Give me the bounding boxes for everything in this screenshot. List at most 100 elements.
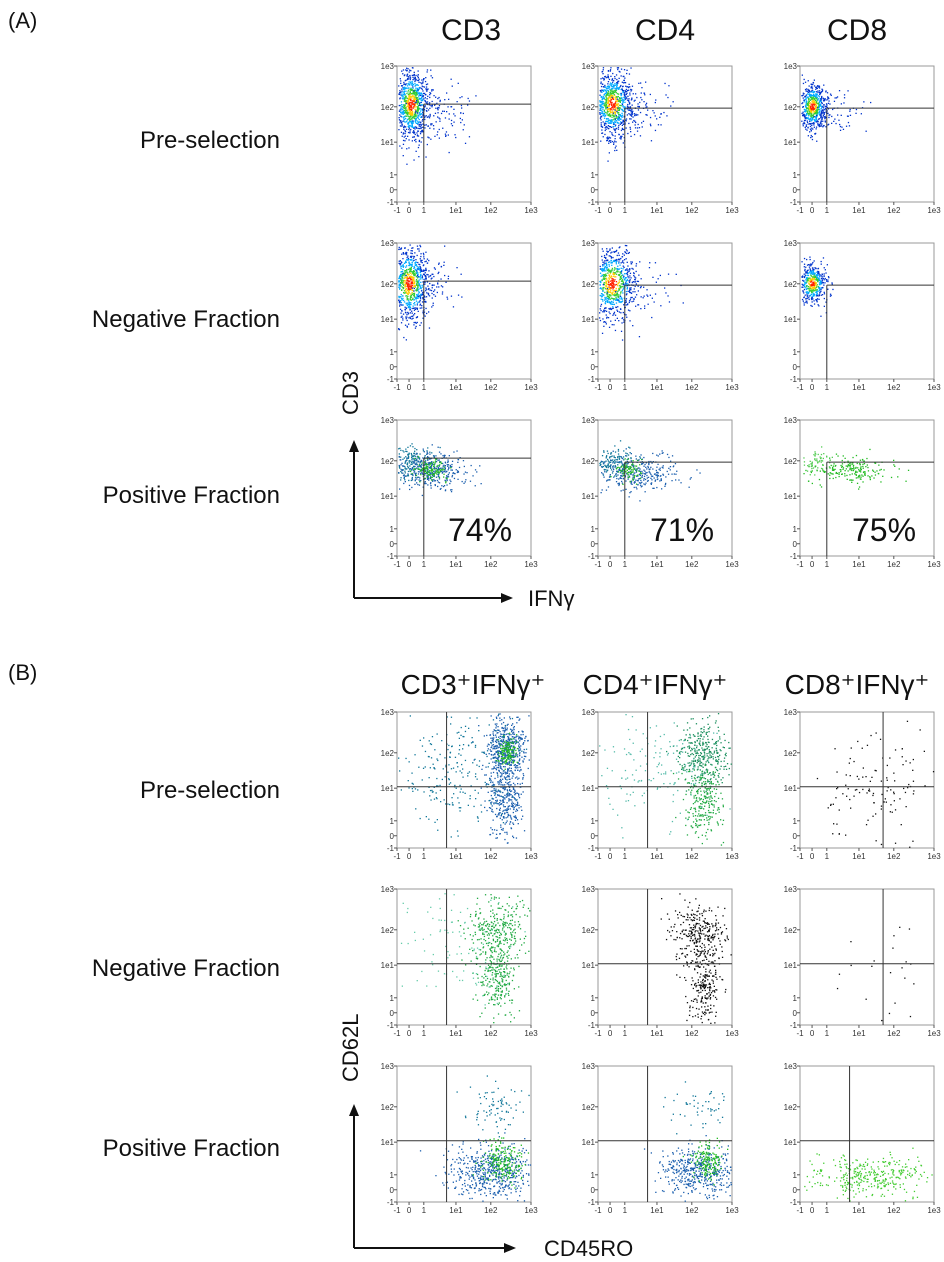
- svg-text:1: 1: [793, 348, 798, 357]
- svg-text:1e2: 1e2: [582, 103, 596, 112]
- plot-frame: [598, 66, 732, 202]
- plot-frame: [397, 243, 531, 379]
- svg-text:1e1: 1e1: [852, 383, 866, 392]
- svg-text:1: 1: [390, 348, 395, 357]
- event-dots: [599, 440, 700, 501]
- svg-text:1e1: 1e1: [582, 315, 596, 324]
- plot-frame: [598, 1066, 732, 1202]
- svg-text:-1: -1: [387, 198, 395, 207]
- svg-text:1e1: 1e1: [650, 206, 664, 215]
- svg-text:1e3: 1e3: [381, 239, 395, 248]
- svg-text:1e3: 1e3: [524, 206, 538, 215]
- svg-text:1e3: 1e3: [524, 383, 538, 392]
- svg-text:1e3: 1e3: [582, 239, 596, 248]
- pct-cd8: 75%: [852, 512, 916, 549]
- svg-text:1e2: 1e2: [381, 103, 395, 112]
- svg-text:0: 0: [608, 206, 613, 215]
- svg-text:1e1: 1e1: [784, 315, 798, 324]
- svg-text:-1: -1: [393, 206, 401, 215]
- svg-text:-1: -1: [588, 375, 596, 384]
- plot-frame: [800, 712, 934, 848]
- svg-text:1e3: 1e3: [927, 206, 941, 215]
- svg-text:1e2: 1e2: [784, 280, 798, 289]
- event-dots: [599, 245, 684, 341]
- event-dots: [644, 1081, 732, 1202]
- svg-text:1e2: 1e2: [582, 280, 596, 289]
- event-dots: [398, 713, 530, 844]
- svg-text:1: 1: [825, 383, 830, 392]
- svg-text:0: 0: [591, 186, 596, 195]
- event-dots: [837, 927, 915, 1022]
- svg-text:0: 0: [407, 206, 412, 215]
- plot-frame: [800, 243, 934, 379]
- svg-text:0: 0: [810, 206, 815, 215]
- event-dots: [817, 721, 934, 848]
- svg-text:0: 0: [793, 363, 798, 372]
- panel-b-x-arrow: [354, 1243, 516, 1253]
- svg-text:-1: -1: [796, 206, 804, 215]
- svg-text:1: 1: [591, 171, 596, 180]
- panel-a-x-arrow: [354, 593, 513, 603]
- svg-text:1: 1: [422, 383, 427, 392]
- event-dots: [401, 893, 531, 1023]
- event-dots: [801, 257, 833, 317]
- panel-b-y-arrow: [349, 1104, 359, 1248]
- svg-text:1e2: 1e2: [685, 383, 699, 392]
- svg-text:1e1: 1e1: [381, 315, 395, 324]
- svg-text:1e3: 1e3: [381, 62, 395, 71]
- svg-text:1: 1: [793, 171, 798, 180]
- svg-text:1e2: 1e2: [784, 103, 798, 112]
- event-dots: [803, 446, 909, 489]
- svg-text:0: 0: [810, 383, 815, 392]
- svg-text:1: 1: [825, 206, 830, 215]
- svg-text:-1: -1: [790, 375, 798, 384]
- plot-frame: [598, 712, 732, 848]
- svg-text:1e2: 1e2: [381, 280, 395, 289]
- svg-text:0: 0: [591, 363, 596, 372]
- svg-text:1e3: 1e3: [927, 383, 941, 392]
- plot-frame: [397, 889, 531, 1025]
- svg-text:1: 1: [422, 206, 427, 215]
- svg-text:1e3: 1e3: [725, 206, 739, 215]
- pct-cd4: 71%: [650, 512, 714, 549]
- svg-text:-1: -1: [796, 383, 804, 392]
- event-dots: [599, 713, 732, 846]
- svg-text:1e2: 1e2: [484, 206, 498, 215]
- svg-text:1: 1: [623, 206, 628, 215]
- event-dots: [398, 244, 463, 340]
- svg-text:1: 1: [623, 383, 628, 392]
- svg-text:0: 0: [407, 383, 412, 392]
- svg-text:1e1: 1e1: [784, 138, 798, 147]
- svg-text:1e2: 1e2: [484, 383, 498, 392]
- plot-frame: [598, 889, 732, 1025]
- panel-a-y-arrow: [349, 440, 359, 598]
- plot-frame: [800, 889, 934, 1025]
- svg-text:-1: -1: [393, 383, 401, 392]
- svg-text:0: 0: [793, 186, 798, 195]
- svg-text:1: 1: [591, 348, 596, 357]
- svg-text:0: 0: [608, 383, 613, 392]
- event-dots: [804, 1148, 933, 1202]
- svg-text:1e2: 1e2: [887, 206, 901, 215]
- svg-text:-1: -1: [594, 206, 602, 215]
- svg-text:1e1: 1e1: [449, 206, 463, 215]
- event-dots: [599, 67, 674, 162]
